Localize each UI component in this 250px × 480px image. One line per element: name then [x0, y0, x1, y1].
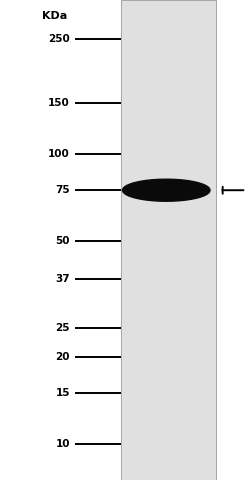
Text: 37: 37: [56, 274, 70, 284]
Text: 150: 150: [48, 98, 70, 108]
Text: KDa: KDa: [42, 11, 68, 21]
Text: 20: 20: [56, 351, 70, 361]
Text: 100: 100: [48, 149, 70, 159]
Text: 75: 75: [56, 185, 70, 195]
Text: 15: 15: [56, 388, 70, 398]
Text: 10: 10: [56, 439, 70, 449]
Text: 50: 50: [56, 236, 70, 246]
Text: 25: 25: [56, 324, 70, 334]
Text: 250: 250: [48, 34, 70, 44]
Polygon shape: [122, 179, 210, 201]
Bar: [121, 0, 216, 480]
